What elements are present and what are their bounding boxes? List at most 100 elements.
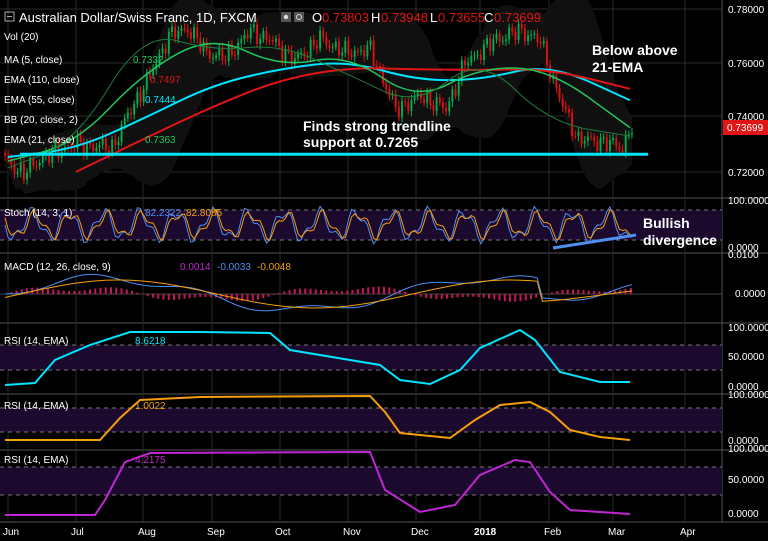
candle-body [520, 23, 523, 29]
candle-body [505, 39, 507, 41]
header-settings-icon[interactable] [294, 12, 304, 22]
annotation-ema-line2: 21-EMA [592, 59, 643, 75]
candle-body [259, 38, 262, 45]
candle-body [32, 157, 35, 166]
macd-histogram-bar [472, 294, 475, 297]
candle-body [369, 40, 372, 46]
candle-body [171, 26, 173, 32]
candle-body [621, 149, 624, 153]
candle-body [183, 28, 186, 30]
candle-body [372, 40, 375, 66]
macd-histogram-bar [519, 294, 522, 302]
candle-body [126, 112, 129, 119]
bullish-divergence-line [552, 233, 637, 250]
macd-histogram-bar [372, 286, 375, 294]
candle-body [523, 28, 526, 42]
annotation-trendline-line1: Finds strong trendline [303, 118, 451, 134]
macd-histogram-bar [267, 294, 270, 297]
candle-body [35, 165, 38, 167]
candle-body [293, 58, 296, 65]
macd-histogram-bar [393, 288, 396, 294]
macd-histogram-bar [556, 291, 559, 294]
candle-body [123, 118, 126, 125]
candle-body [275, 38, 277, 42]
candle-body [426, 91, 429, 103]
candle-body [29, 157, 32, 173]
candle-body [353, 50, 356, 57]
macd-histogram-bar [435, 294, 438, 300]
last-price-marker [723, 120, 768, 135]
macd-histogram-bar [566, 289, 569, 294]
candle-body [328, 45, 331, 48]
candle-body [262, 31, 265, 39]
x-tick-jul: Jul [71, 527, 84, 538]
candle-body [631, 132, 633, 135]
collapse-icon[interactable] [4, 11, 15, 22]
candle-body [432, 105, 435, 112]
macd-histogram-bar [314, 289, 317, 294]
rsi3-tick-0: 0.0000 [728, 509, 759, 520]
candle-body [19, 163, 22, 172]
candle-body [536, 33, 539, 43]
legend-value: 0.7497 [150, 75, 181, 86]
macd-histogram-bar [593, 291, 595, 294]
candle-body [10, 159, 13, 165]
candle-body [495, 33, 498, 40]
candle-body [344, 40, 347, 53]
candle-body [448, 101, 451, 112]
candle-body [73, 147, 76, 149]
candle-body [101, 138, 104, 145]
macd-histogram-bar [251, 294, 254, 301]
candle-body [385, 83, 388, 90]
candle-body [599, 138, 602, 152]
macd-histogram-bar [26, 288, 28, 294]
candle-body [473, 55, 476, 57]
macd-histogram-bar [173, 294, 175, 300]
macd-histogram-bar [220, 294, 223, 299]
macd-histogram-bar [278, 293, 280, 294]
candle-body [227, 44, 230, 61]
stoch-tick-top: 100.0000 [728, 196, 768, 207]
legend-value: 0.7444 [145, 95, 176, 106]
candle-body [130, 112, 132, 115]
rsi2-line [5, 394, 631, 441]
candle-body [186, 29, 189, 33]
candle-body [558, 88, 561, 99]
macd-histogram-bar [598, 291, 601, 294]
candle-body [237, 42, 240, 56]
candle-body [375, 65, 378, 67]
candle-body [451, 89, 454, 102]
macd-histogram-bar [440, 294, 443, 300]
candle-body [95, 147, 98, 152]
candle-body [442, 102, 444, 108]
stoch-annotation-line2: divergence [643, 232, 717, 248]
candle-body [609, 140, 611, 152]
candle-body [564, 106, 567, 109]
candle-body [256, 24, 259, 45]
high-label: H [371, 10, 380, 25]
macd-histogram-bar [451, 294, 454, 299]
candle-body [221, 48, 224, 61]
candle-body [423, 98, 425, 103]
candle-body [303, 52, 306, 57]
header-eye-icon[interactable] [281, 12, 291, 22]
candle-body [230, 44, 233, 56]
macd-histogram-bar [509, 294, 511, 302]
macd-histogram-bar [262, 294, 265, 299]
candle-body [586, 136, 589, 141]
macd-histogram-bar [398, 290, 401, 294]
candle-body [561, 98, 564, 107]
candle-body [413, 95, 416, 101]
macd-histogram-bar [110, 287, 112, 294]
macd-histogram-bar [125, 289, 128, 294]
candle-body [114, 139, 117, 145]
candle-body [180, 28, 183, 31]
candle-body [284, 49, 287, 62]
candle-body [174, 26, 177, 39]
candle-body [334, 41, 337, 48]
macd-histogram-bar [577, 289, 580, 294]
price-tick-2: 0.76000 [728, 59, 765, 70]
x-tick-nov: Nov [343, 527, 361, 538]
macd-histogram-bar [493, 294, 496, 300]
